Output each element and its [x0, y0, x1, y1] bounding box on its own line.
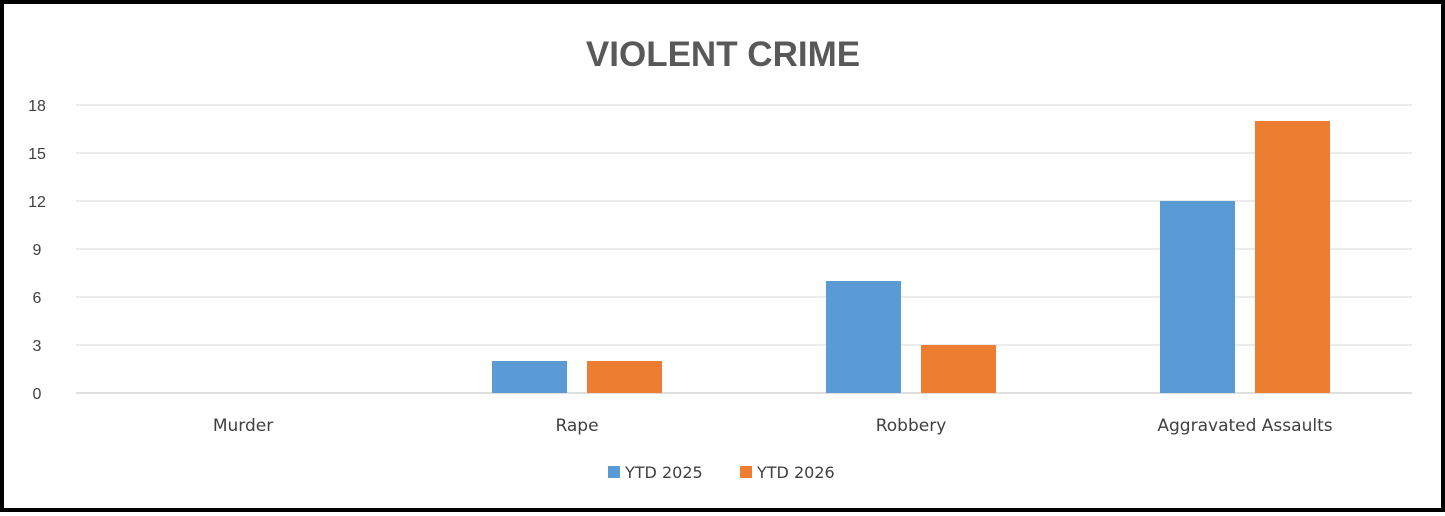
legend: YTD 2025 YTD 2026	[608, 463, 835, 482]
bar-aggravated-assaults-ytd-2025	[1160, 201, 1235, 393]
gridlines	[76, 104, 1412, 394]
y-tick-label: 15	[28, 146, 46, 163]
x-axis-category-labels: Murder Rape Robbery Aggravated Assaults	[213, 416, 1333, 436]
chart-title: VIOLENT CRIME	[586, 35, 860, 74]
x-category-label: Murder	[213, 416, 273, 436]
bar-robbery-ytd-2025	[826, 281, 901, 393]
y-tick-label: 3	[33, 338, 42, 355]
legend-label: YTD 2026	[756, 463, 835, 482]
x-category-label: Robbery	[876, 416, 947, 436]
legend-swatch	[740, 466, 752, 478]
y-axis-tick-labels: 0 3 6 9 12 15 18	[28, 98, 46, 403]
y-tick-label: 12	[28, 194, 46, 211]
legend-label: YTD 2025	[624, 463, 703, 482]
bar-aggravated-assaults-ytd-2026	[1255, 121, 1330, 393]
bar-rape-ytd-2026	[587, 361, 662, 393]
x-category-label: Aggravated Assaults	[1157, 416, 1332, 436]
bar-rape-ytd-2025	[492, 361, 567, 393]
bars	[492, 121, 1330, 393]
bar-robbery-ytd-2026	[921, 345, 996, 393]
y-tick-label: 0	[33, 386, 42, 403]
y-tick-label: 9	[33, 242, 42, 259]
y-tick-label: 6	[33, 290, 42, 307]
legend-swatch	[608, 466, 620, 478]
chart-canvas: VIOLENT CRIME 0 3 6 9 12 15 18 Murder Rape Robbe…	[28, 35, 1412, 482]
y-tick-label: 18	[28, 98, 46, 115]
x-category-label: Rape	[555, 416, 598, 436]
